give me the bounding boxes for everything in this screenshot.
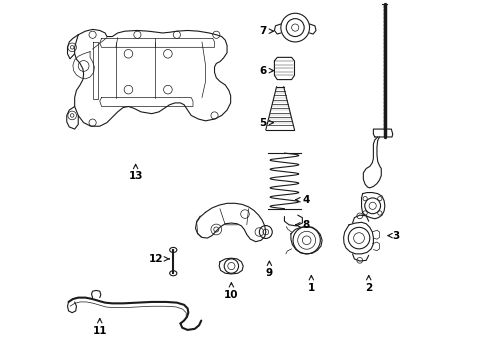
- Text: 5: 5: [259, 118, 273, 128]
- Text: 2: 2: [365, 275, 372, 293]
- Text: 11: 11: [93, 319, 107, 336]
- Text: 3: 3: [388, 231, 399, 240]
- Text: 1: 1: [308, 275, 315, 293]
- Text: 8: 8: [296, 220, 310, 230]
- Text: 4: 4: [296, 195, 310, 205]
- Text: 13: 13: [128, 164, 143, 181]
- Text: 7: 7: [259, 26, 273, 36]
- Text: 9: 9: [266, 261, 273, 278]
- Text: 12: 12: [149, 254, 169, 264]
- Text: 10: 10: [224, 283, 239, 300]
- Text: 6: 6: [259, 66, 273, 76]
